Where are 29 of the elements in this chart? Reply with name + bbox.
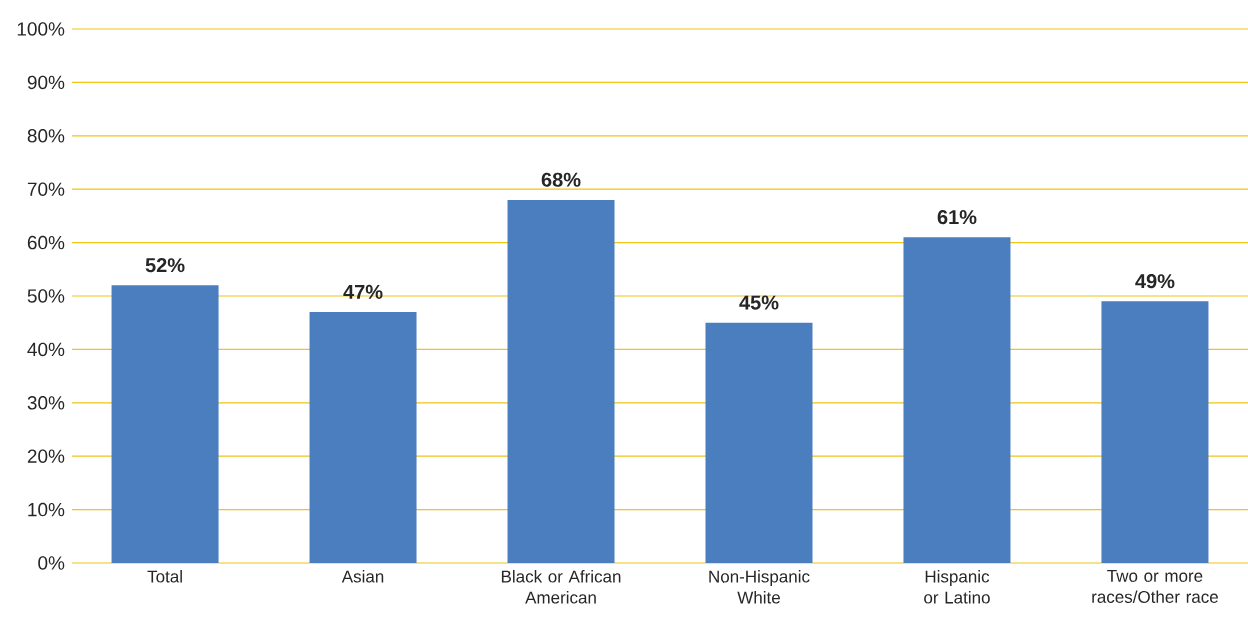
data-label: 61%: [937, 210, 977, 225]
y-tick-label: 40%: [27, 342, 65, 357]
x-tick-label: Hispanic or Latino: [924, 570, 990, 604]
y-tick-label: 10%: [28, 502, 65, 517]
y-tick-label: 30%: [27, 396, 65, 410]
bar: [111, 285, 219, 563]
data-label: 52%: [145, 258, 185, 273]
x-tick-label: Asian: [341, 570, 384, 583]
bar: [507, 199, 615, 563]
y-tick-label: 80%: [27, 129, 65, 143]
data-label: 49%: [1135, 274, 1175, 289]
data-label: 68%: [541, 172, 581, 187]
y-tick-label: 70%: [27, 182, 65, 196]
y-tick-label: 100%: [17, 22, 65, 36]
x-tick-label: Black or African American: [501, 570, 621, 604]
data-label: 45%: [739, 295, 779, 310]
bar: [903, 237, 1011, 563]
x-tick-label: Non-Hispanic White: [709, 570, 810, 604]
bar: [309, 312, 417, 563]
y-tick-label: 20%: [27, 449, 65, 463]
data-label: 47%: [343, 284, 383, 299]
y-tick-label: 50%: [27, 289, 65, 303]
y-tick-label: 0%: [38, 556, 65, 570]
bar: [705, 322, 813, 563]
y-tick-label: 60%: [27, 235, 65, 250]
x-tick-label: Two or more races/Other race: [1092, 570, 1218, 603]
bar: [1101, 301, 1209, 563]
x-tick-label: Total: [147, 570, 182, 583]
y-tick-label: 90%: [27, 75, 65, 90]
